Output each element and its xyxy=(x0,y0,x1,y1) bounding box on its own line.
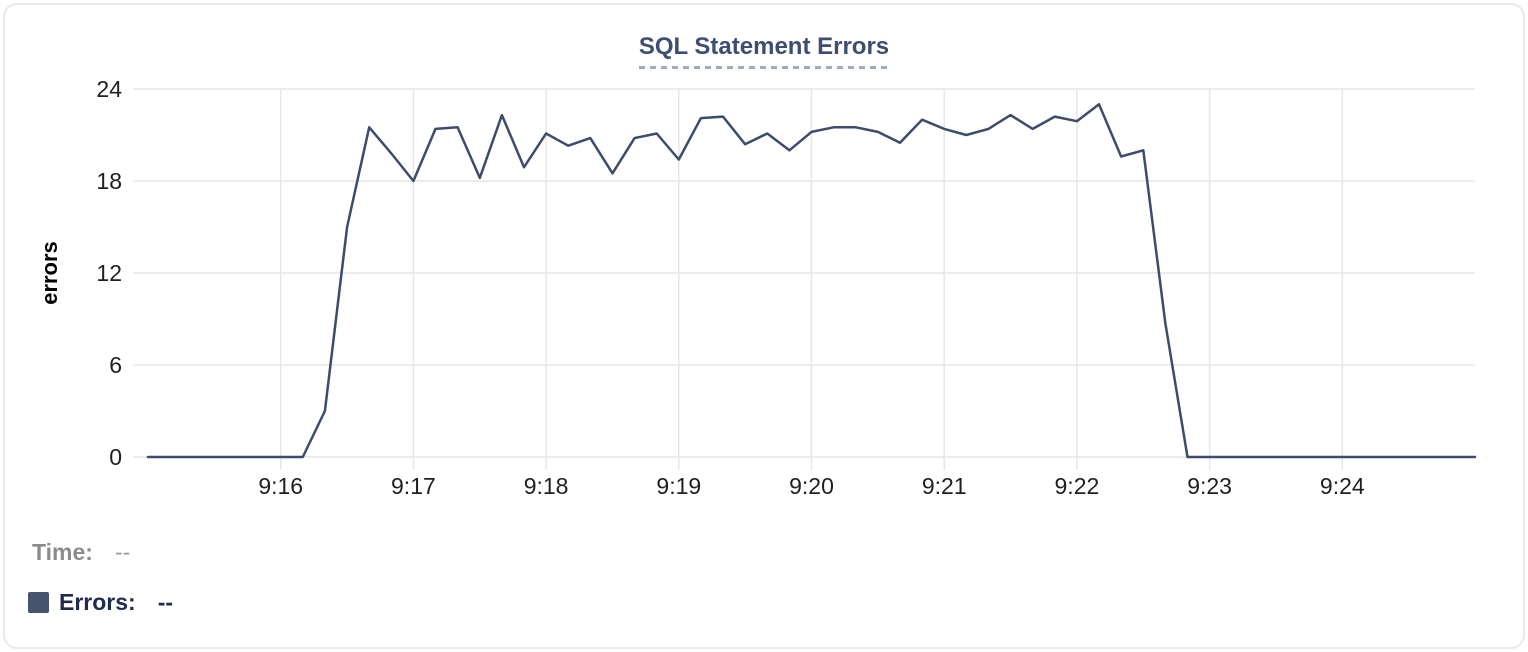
svg-text:24: 24 xyxy=(96,76,122,102)
svg-text:9:21: 9:21 xyxy=(922,473,967,499)
svg-text:9:18: 9:18 xyxy=(524,473,569,499)
chart-card: SQL Statement Errors 0 6 12 18 24 9:16 9:17 9:… xyxy=(3,3,1525,649)
svg-text:18: 18 xyxy=(96,168,122,194)
errors-value: -- xyxy=(157,589,174,615)
svg-text:9:16: 9:16 xyxy=(258,473,303,499)
time-label: Time: xyxy=(32,539,93,565)
svg-text:9:17: 9:17 xyxy=(391,473,436,499)
line-chart[interactable]: 0 6 12 18 24 9:16 9:17 9:18 9:19 9:20 9:21 9:22 9:2… xyxy=(5,5,1528,517)
errors-legend-swatch-icon xyxy=(28,592,49,613)
errors-legend-item[interactable]: Errors: -- xyxy=(28,589,173,616)
svg-text:9:24: 9:24 xyxy=(1320,473,1365,499)
y-axis-title: errors xyxy=(37,241,62,305)
svg-text:6: 6 xyxy=(109,352,122,378)
y-axis-labels: 0 6 12 18 24 xyxy=(96,76,122,470)
time-value: -- xyxy=(114,539,131,565)
chart-header: SQL Statement Errors xyxy=(5,33,1523,69)
svg-text:9:19: 9:19 xyxy=(656,473,701,499)
time-readout: Time: -- xyxy=(32,539,130,566)
svg-text:12: 12 xyxy=(96,260,122,286)
svg-text:0: 0 xyxy=(109,444,122,470)
chart-title[interactable]: SQL Statement Errors xyxy=(638,33,890,69)
errors-line-series xyxy=(146,103,1477,459)
svg-text:9:23: 9:23 xyxy=(1187,473,1232,499)
errors-label: Errors: xyxy=(59,589,136,615)
gridlines xyxy=(133,88,1475,470)
x-axis-labels: 9:16 9:17 9:18 9:19 9:20 9:21 9:22 9:23 9:24 xyxy=(258,473,1365,499)
svg-text:9:20: 9:20 xyxy=(789,473,834,499)
svg-text:9:22: 9:22 xyxy=(1055,473,1100,499)
